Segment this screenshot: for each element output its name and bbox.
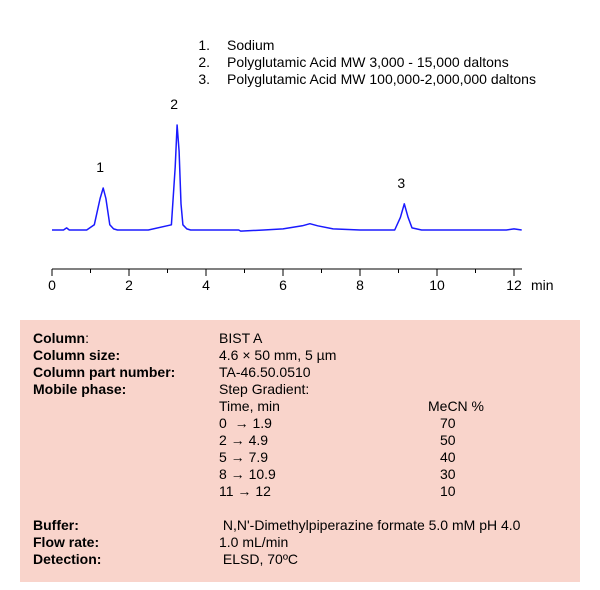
x-tick-label: 12 [506,277,522,293]
x-axis-ticks: 0 2 4 6 8 10 12 [48,269,522,293]
column-value: BIST A [219,330,263,346]
gradient-time: 11 → 12 [219,483,271,499]
gradient-mecn: 30 [440,466,456,482]
gradient-header-time: Time, min [219,398,280,414]
column-part-number-label: Column part number: [33,364,176,380]
detection-value: ELSD, 70ºC [219,551,299,567]
gradient-mecn: 50 [440,432,456,448]
gradient-time: 5 → 7.9 [219,449,269,465]
buffer-label: Buffer: [33,517,79,533]
detection-label: Detection: [33,551,102,567]
gradient-header-mecn: MeCN % [428,398,485,414]
gradient-mecn: 70 [440,415,456,431]
gradient-time: 2 → 4.9 [219,432,269,448]
buffer-value: N,N'-Dimethylpiperazine formate 5.0 mM p… [219,517,521,533]
x-axis-unit-label: min [531,277,554,293]
legend-entry-number: 2. [198,54,210,70]
legend-entry-text: Sodium [227,37,275,53]
gradient-mecn: 40 [440,449,456,465]
gradient-time: 0 → 1.9 [219,415,272,431]
method-conditions-panel: Column: BIST A Column size: 4.6 × 50 mm,… [20,320,580,582]
mobile-phase-label: Mobile phase: [33,381,127,397]
peak-labels: 1 2 3 [96,96,405,191]
column-size-label: Column size: [33,347,121,363]
column-label: Column: [33,330,89,346]
column-part-number-value: TA-46.50.0510 [219,364,311,380]
gradient-time: 8 → 10.9 [219,466,276,482]
x-tick-label: 8 [356,277,364,293]
chromatogram-trace [52,124,522,232]
x-tick-label: 10 [429,277,445,293]
flow-rate-label: Flow rate: [33,534,100,550]
peak-label-1: 1 [96,159,104,175]
mobile-phase-value: Step Gradient: [219,381,310,397]
legend-entry-number: 1. [198,37,210,53]
x-tick-label: 2 [125,277,133,293]
x-tick-label: 0 [48,277,56,293]
flow-rate-value: 1.0 mL/min [219,534,289,550]
legend-entry-text: Polyglutamic Acid MW 100,000-2,000,000 d… [227,71,536,87]
legend-entry-number: 3. [198,71,210,87]
chromatogram-chart: 0 2 4 6 8 10 12 min 123 [48,96,554,293]
x-tick-label: 4 [202,277,210,293]
gradient-mecn: 10 [440,483,456,499]
peak-label-3: 3 [397,175,405,191]
peak-label-2: 2 [170,96,178,112]
x-tick-label: 6 [279,277,287,293]
legend-entry-text: Polyglutamic Acid MW 3,000 - 15,000 dalt… [227,54,509,70]
column-size-value: 4.6 × 50 mm, 5 µm [219,347,337,363]
